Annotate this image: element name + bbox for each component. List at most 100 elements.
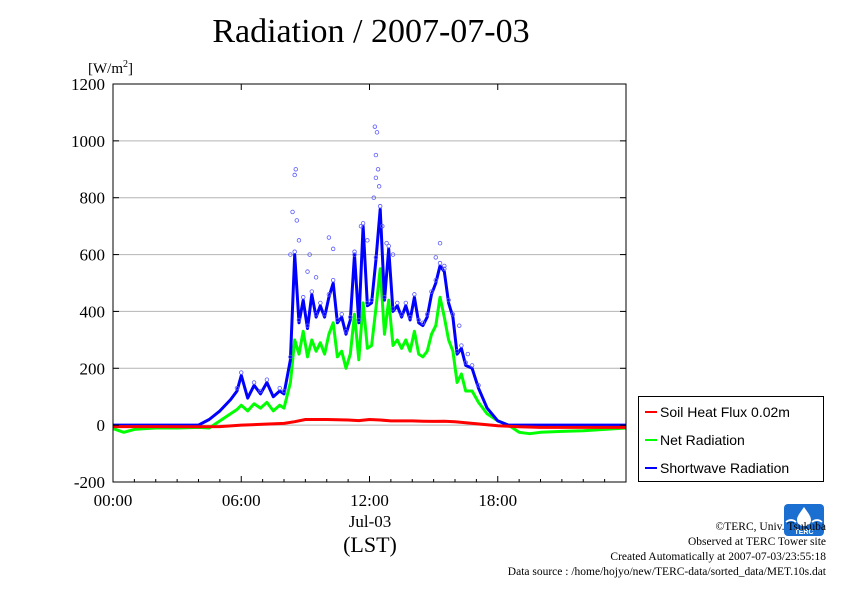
shortwave-outlier-point xyxy=(373,152,379,158)
shortwave-outlier-point xyxy=(390,252,396,257)
series-line-shortwave-radiation xyxy=(113,207,626,427)
shortwave-point xyxy=(390,306,396,311)
x-axis-timezone-label: (LST) xyxy=(343,532,397,557)
series-line-soil-heat-flux-0-02m xyxy=(113,418,626,429)
shortwave-point xyxy=(330,277,336,283)
shortwave-point xyxy=(433,277,438,283)
shortwave-point xyxy=(386,243,391,249)
x-axis-date-label: Jul-03 xyxy=(348,512,392,531)
legend-item-soil-heat-flux: Soil Heat Flux 0.02m xyxy=(639,401,823,423)
shortwave-point xyxy=(463,360,468,365)
series-lines xyxy=(112,207,627,436)
x-tick-label-18: 18:00 xyxy=(478,491,517,510)
legend-label-net-radiation: Net Radiation xyxy=(660,432,745,448)
legend-swatch-soil-heat-flux xyxy=(645,411,657,413)
shortwave-point xyxy=(318,300,323,306)
shortwave-point xyxy=(296,317,302,323)
y-unit-suffix: ] xyxy=(128,61,133,77)
shortwave-point xyxy=(373,255,379,260)
legend-swatch-shortwave-radiation xyxy=(645,467,657,469)
shortwave-point xyxy=(425,312,430,317)
credit-copyright: ©TERC, Univ. Tsukuba xyxy=(715,521,826,533)
shortwave-point xyxy=(476,383,481,388)
grid-lines xyxy=(113,140,626,426)
shortwave-point xyxy=(429,289,434,294)
shortwave-point xyxy=(403,300,409,306)
terc-logo-text: TERC xyxy=(794,529,813,536)
terc-logo-drop-icon xyxy=(797,507,811,526)
shortwave-point xyxy=(348,314,353,320)
shortwave-outlier-point xyxy=(293,167,298,172)
chart-title: Radiation / 2007-07-03 xyxy=(212,13,530,50)
terc-logo: TERC xyxy=(784,504,824,536)
shortwave-point xyxy=(313,312,319,317)
x-tick-label-6: 06:00 xyxy=(222,491,261,510)
y-axis-unit-label: [W/m2] xyxy=(88,56,133,78)
shortwave-point xyxy=(326,292,332,297)
shortwave-outlier-point xyxy=(457,323,462,328)
shortwave-point xyxy=(420,320,426,325)
legend-item-net-radiation: Net Radiation xyxy=(639,429,823,451)
credits-block: ©TERC, Univ. Tsukuba Observed at TERC To… xyxy=(508,520,826,580)
shortwave-point xyxy=(377,204,383,209)
shortwave-point xyxy=(469,363,475,368)
shortwave-point xyxy=(365,300,370,306)
shortwave-outlier-point xyxy=(376,184,382,189)
shortwave-outlier-point xyxy=(296,238,302,243)
shortwave-point xyxy=(277,385,282,391)
shortwave-point xyxy=(343,329,349,334)
x-tick-label-12: 12:00 xyxy=(350,491,389,510)
series-line-net-radiation xyxy=(112,267,627,436)
shortwave-outlier-point xyxy=(307,252,312,257)
shortwave-outlier-point xyxy=(365,238,370,243)
shortwave-point xyxy=(442,266,447,271)
y-unit-superscript: 2 xyxy=(123,59,128,70)
shortwave-point xyxy=(264,377,270,382)
shortwave-outlier-point xyxy=(437,240,443,246)
credit-data-source: Data source : /home/hojyo/new/TERC-data/… xyxy=(507,566,826,578)
y-tick-label-0: 0 xyxy=(97,416,106,435)
legend-label-shortwave-radiation: Shortwave Radiation xyxy=(660,460,790,476)
y-tick-label-600: 600 xyxy=(80,246,106,265)
shortwave-point xyxy=(292,249,297,254)
shortwave-outlier-point xyxy=(294,218,300,223)
shortwave-outlier-point xyxy=(288,252,293,257)
shortwave-outlier-point xyxy=(352,252,357,257)
shortwave-outlier-point xyxy=(433,255,438,260)
y-tick-label-200: 200 xyxy=(80,359,106,378)
shortwave-outlier-point xyxy=(290,209,295,215)
credit-created-at: Created Automatically at 2007-07-03/23:5… xyxy=(610,551,826,563)
shortwave-point xyxy=(437,260,443,266)
shortwave-outlier-point xyxy=(375,167,381,172)
shortwave-outlier-point xyxy=(373,175,379,181)
shortwave-outlier-point xyxy=(465,351,471,357)
shortwave-outlier-point xyxy=(384,240,389,246)
shortwave-point xyxy=(309,289,314,294)
legend: Soil Heat Flux 0.02m Net Radiation Short… xyxy=(638,396,824,482)
shortwave-point xyxy=(234,385,240,391)
shortwave-point xyxy=(239,370,244,375)
shortwave-point xyxy=(335,317,340,323)
y-axis-ticks: -200 0 200 400 600 800 1000 1200 xyxy=(71,75,626,492)
shortwave-outlier-point xyxy=(374,130,380,135)
y-tick-label-1200: 1200 xyxy=(71,75,105,94)
shortwave-point xyxy=(407,314,413,320)
shortwave-point xyxy=(399,312,404,317)
shortwave-point xyxy=(288,354,293,360)
credit-observed-at: Observed at TERC Tower site xyxy=(687,536,826,548)
y-tick-label-1000: 1000 xyxy=(71,132,105,151)
y-tick-label--200: -200 xyxy=(74,473,105,492)
x-axis-ticks: 00:00 06:00 12:00 18:00 xyxy=(94,84,606,510)
y-tick-label-800: 800 xyxy=(80,189,106,208)
shortwave-point xyxy=(339,312,344,317)
shortwave-point xyxy=(305,323,310,328)
shortwave-outlier-point xyxy=(442,263,447,269)
shortwave-outlier-point xyxy=(305,269,310,274)
shortwave-point xyxy=(322,312,327,317)
shortwave-outlier-point xyxy=(326,235,332,240)
shortwave-outlier-point xyxy=(292,172,297,178)
shortwave-point xyxy=(301,295,306,300)
plot-frame xyxy=(112,83,627,483)
shortwave-outlier-point xyxy=(371,195,376,200)
shortwave-point xyxy=(281,388,287,394)
